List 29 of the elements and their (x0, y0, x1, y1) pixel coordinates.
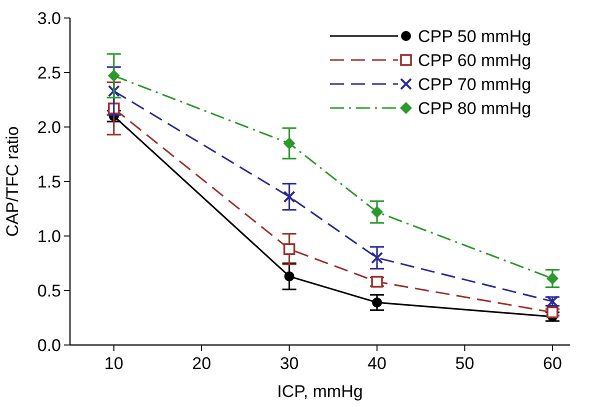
x-axis-title: ICP, mmHg (277, 382, 363, 401)
x-tick-label: 60 (542, 354, 562, 373)
y-tick-label: 1.0 (37, 226, 61, 246)
y-tick-label: 2.5 (37, 63, 61, 82)
y-tick-label: 1.5 (37, 172, 61, 192)
y-axis-title: CAP/TFC ratio (3, 126, 22, 237)
x-tick-label: 50 (455, 354, 474, 373)
x-tick-label: 30 (280, 354, 299, 373)
point (108, 85, 120, 98)
y-tick-label: 3.0 (37, 8, 61, 28)
y-tick-label: 2.0 (37, 118, 61, 137)
point (283, 137, 296, 150)
y-tick-label: 0.0 (37, 336, 61, 355)
legend-label: CPP 70 mmHg (418, 74, 532, 94)
legend-label: CPP 60 mmHg (418, 50, 532, 70)
x-tick-label: 40 (368, 354, 386, 373)
point (284, 271, 294, 282)
point (371, 252, 384, 264)
legend-label: CPP 50 mmHg (418, 26, 532, 46)
point (371, 206, 384, 218)
point (108, 70, 120, 82)
point (372, 297, 382, 308)
point (546, 272, 558, 285)
x-tick-label: 10 (104, 354, 124, 373)
point (283, 190, 296, 203)
legend-label: CPP 80 mmHg (418, 98, 532, 118)
y-tick-label: 0.5 (37, 281, 61, 300)
point (283, 243, 296, 255)
x-tick-label: 20 (192, 354, 212, 373)
